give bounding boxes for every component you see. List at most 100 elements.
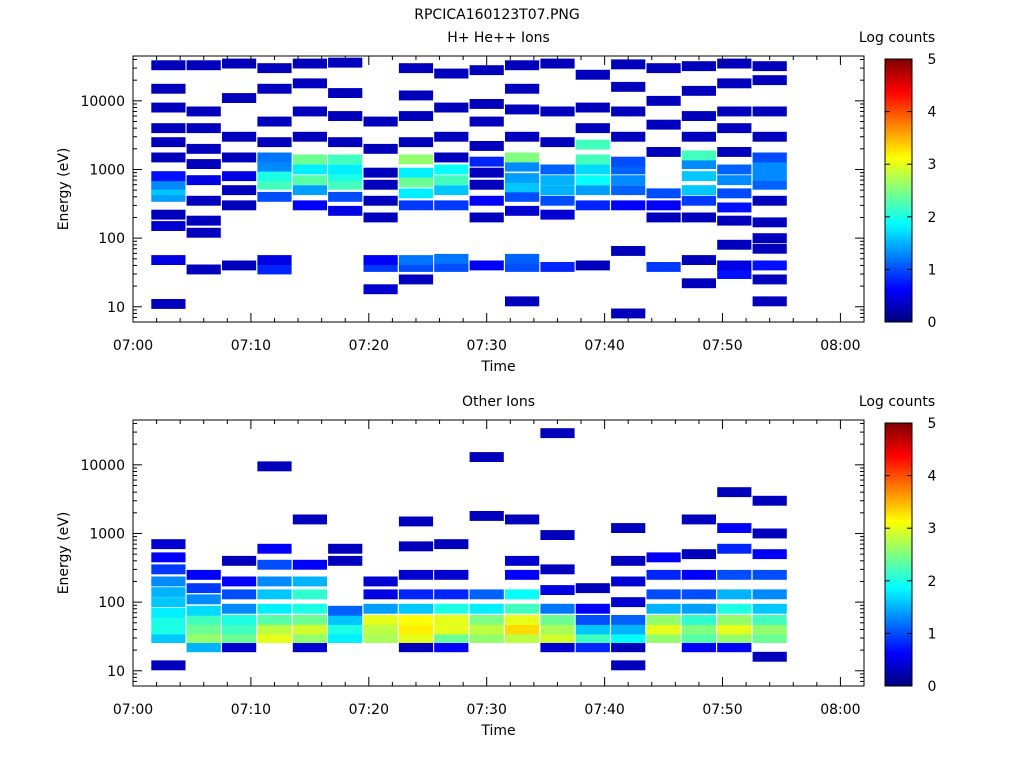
heatmap-cell bbox=[611, 200, 646, 211]
heatmap-cell bbox=[752, 131, 787, 142]
heatmap-cell bbox=[434, 253, 469, 264]
heatmap-cell bbox=[681, 278, 716, 289]
colorbar-label: Log counts bbox=[859, 30, 935, 46]
heatmap-cell bbox=[611, 660, 646, 671]
heatmap-cell bbox=[151, 123, 186, 134]
heatmap-cell bbox=[540, 137, 575, 148]
heatmap-cell bbox=[257, 589, 292, 600]
heatmap-cell bbox=[363, 576, 398, 587]
heatmap-cell bbox=[257, 137, 292, 148]
heatmap-cell bbox=[398, 90, 434, 101]
heatmap-cell bbox=[151, 209, 186, 220]
heatmap-cell bbox=[540, 428, 575, 439]
colorbar-tick-label: 3 bbox=[928, 157, 937, 173]
heatmap-cell bbox=[151, 597, 186, 608]
heatmap-cell bbox=[186, 642, 221, 653]
heatmap-cell bbox=[575, 164, 610, 175]
heatmap-cell bbox=[611, 156, 646, 167]
heatmap-cell bbox=[752, 495, 787, 506]
heatmap-cell bbox=[292, 106, 327, 117]
heatmap-cell bbox=[469, 65, 504, 76]
heatmap-cell bbox=[540, 642, 575, 653]
heatmap-cell bbox=[505, 615, 540, 625]
heatmap-cell bbox=[540, 615, 575, 625]
heatmap-cell bbox=[398, 111, 434, 121]
heatmap-cell bbox=[292, 633, 327, 643]
heatmap-cell bbox=[363, 167, 398, 178]
heatmap-cell bbox=[434, 68, 469, 79]
panel-title: Other Ions bbox=[462, 394, 535, 410]
heatmap-cell bbox=[540, 175, 575, 186]
heatmap-cell bbox=[257, 191, 292, 202]
heatmap-cell bbox=[505, 569, 540, 580]
heatmap-cell bbox=[398, 262, 434, 272]
heatmap-cell bbox=[752, 528, 787, 539]
heatmap-cell bbox=[398, 541, 434, 552]
heatmap-cell bbox=[469, 511, 504, 521]
heatmap-cell bbox=[257, 624, 292, 635]
x-tick-label: 07:40 bbox=[584, 702, 624, 718]
heatmap-cell bbox=[257, 116, 292, 127]
heatmap-cell bbox=[752, 233, 787, 244]
heatmap-cell bbox=[151, 171, 186, 182]
heatmap-cell bbox=[540, 164, 575, 175]
x-tick-label: 07:30 bbox=[467, 338, 507, 354]
heatmap-cell bbox=[434, 175, 469, 186]
heatmap-cell bbox=[540, 195, 575, 206]
heatmap-cell bbox=[257, 461, 292, 472]
heatmap-cell bbox=[398, 200, 434, 211]
heatmap-cell bbox=[363, 262, 398, 272]
heatmap-cell bbox=[434, 185, 469, 196]
heatmap-cell bbox=[434, 102, 469, 113]
heatmap-cell bbox=[328, 154, 363, 165]
heatmap-cell bbox=[398, 603, 434, 614]
heatmap-cell bbox=[611, 576, 646, 587]
heatmap-cell bbox=[469, 195, 504, 206]
heatmap-cell bbox=[611, 185, 646, 196]
heatmap-cell bbox=[752, 243, 787, 254]
heatmap-cell bbox=[469, 116, 504, 127]
heatmap-cell bbox=[151, 564, 186, 575]
heatmap-cell bbox=[752, 61, 787, 72]
heatmap-cell bbox=[717, 202, 752, 213]
heatmap-cell bbox=[292, 576, 327, 587]
heatmap-cell bbox=[151, 539, 186, 550]
heatmap-cell bbox=[717, 260, 752, 271]
heatmap-cell bbox=[752, 179, 787, 190]
heatmap-cell bbox=[328, 88, 363, 98]
heatmap-cell bbox=[611, 523, 646, 533]
heatmap-cell bbox=[186, 159, 221, 169]
heatmap-cell bbox=[717, 215, 752, 226]
heatmap-cell bbox=[328, 543, 363, 554]
heatmap-cell bbox=[222, 131, 257, 142]
colorbar bbox=[884, 58, 913, 323]
heatmap-cell bbox=[752, 217, 787, 228]
heatmap-cell bbox=[186, 624, 221, 635]
plot-frame bbox=[132, 419, 865, 687]
heatmap-cell bbox=[505, 104, 540, 115]
x-axis-label: Time bbox=[480, 359, 515, 375]
heatmap-cell bbox=[540, 209, 575, 220]
heatmap-cell bbox=[151, 660, 186, 671]
heatmap-cell bbox=[328, 57, 363, 68]
heatmap-cell bbox=[681, 603, 716, 614]
heatmap-cell bbox=[222, 576, 257, 587]
heatmap-cell bbox=[398, 624, 434, 635]
heatmap-cell bbox=[363, 615, 398, 625]
heatmap-cell bbox=[186, 227, 221, 238]
heatmap-cell bbox=[186, 175, 221, 186]
colorbar-tick-label: 1 bbox=[928, 262, 937, 278]
heatmap-cell bbox=[398, 642, 434, 653]
heatmap-cell bbox=[151, 83, 186, 94]
heatmap-cell bbox=[434, 164, 469, 175]
heatmap-cell bbox=[752, 161, 787, 172]
colorbar-tick-label: 0 bbox=[928, 679, 937, 695]
heatmap-cell bbox=[151, 576, 186, 587]
heatmap-cell bbox=[363, 589, 398, 600]
heatmap-cell bbox=[186, 123, 221, 134]
heatmap-cell bbox=[752, 260, 787, 271]
heatmap-cell bbox=[752, 296, 787, 307]
heatmap-cell bbox=[646, 569, 681, 580]
y-tick-label: 1000 bbox=[89, 526, 125, 542]
